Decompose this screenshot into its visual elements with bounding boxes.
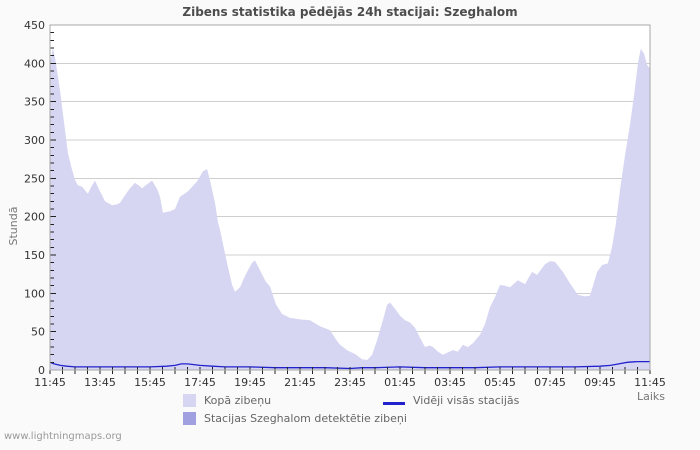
x-tick-label: 01:45 [384,376,416,389]
x-tick-label: 13:45 [84,376,116,389]
legend-label-average: Vidēji visās stacijās [413,394,520,407]
y-tick-label: 50 [31,326,45,339]
x-axis-title: Laiks [637,390,666,403]
x-tick-label: 09:45 [584,376,616,389]
station-area-swatch [183,412,196,425]
x-tick-label: 21:45 [284,376,316,389]
legend-label-total: Kopā zibeņu [204,394,272,407]
average-line-swatch [383,401,405,405]
x-tick-label: 17:45 [184,376,216,389]
y-tick-label: 250 [24,172,45,185]
y-tick-label: 450 [24,19,45,32]
watermark: www.lightningmaps.org [4,431,122,442]
y-tick-label: 300 [24,134,45,147]
x-tick-label: 07:45 [534,376,566,389]
plot-border [49,24,651,371]
y-tick-label: 100 [24,287,45,300]
x-tick-label: 19:45 [234,376,266,389]
y-tick-label: 0 [38,364,45,377]
y-tick-label: 400 [24,57,45,70]
chart-title: Zibens statistika pēdējās 24h stacijai: … [182,5,518,19]
legend-item-average: Vidēji visās stacijās [383,394,519,407]
y-tick-label: 150 [24,249,45,262]
x-tick-label: 03:45 [434,376,466,389]
legend: Kopā zibeņu Vidēji visās stacijās Stacij… [183,394,653,430]
legend-label-station: Stacijas Szeghalom detektētie zibeņi [204,412,407,425]
y-tick-label: 350 [24,96,45,109]
y-axis-title: Stundā [7,206,20,246]
x-tick-label: 11:45 [634,376,666,389]
total-area-series [50,48,650,370]
x-tick-label: 05:45 [484,376,516,389]
legend-item-total: Kopā zibeņu [183,394,383,407]
x-tick-label: 15:45 [134,376,166,389]
total-area-swatch [183,394,196,407]
y-tick-label: 200 [24,211,45,224]
x-tick-label: 11:45 [34,376,66,389]
legend-item-station: Stacijas Szeghalom detektētie zibeņi [183,412,407,425]
x-tick-label: 23:45 [334,376,366,389]
